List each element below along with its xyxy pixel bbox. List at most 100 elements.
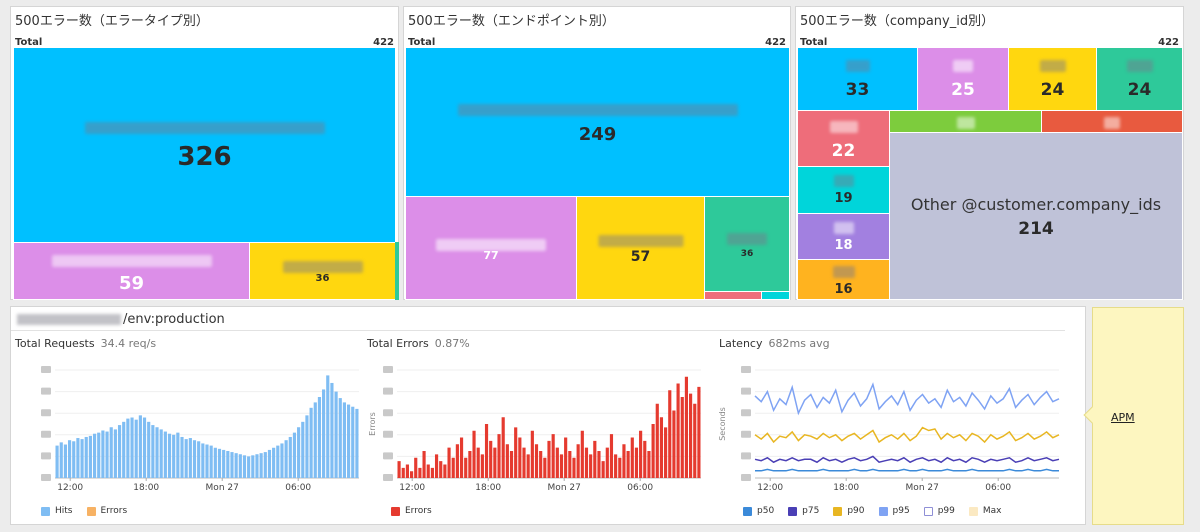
legend-item-max[interactable]: Max bbox=[968, 506, 1002, 516]
treemap-cell[interactable]: 22 bbox=[797, 110, 890, 167]
redacted-label bbox=[833, 175, 854, 187]
treemap-panel-error-type: 500エラー数（エラータイプ別） Total 422 326 59 36 bbox=[10, 6, 399, 300]
legend-item-errors[interactable]: Errors bbox=[391, 506, 432, 516]
legend-item-p99[interactable]: p99 bbox=[923, 506, 955, 516]
treemap-cell[interactable] bbox=[1041, 110, 1183, 133]
bar bbox=[322, 389, 326, 478]
bar bbox=[251, 455, 255, 478]
legend-label: Max bbox=[982, 506, 1002, 516]
bar bbox=[92, 433, 97, 478]
bar bbox=[255, 454, 259, 478]
treemap-cell[interactable]: 77 bbox=[405, 196, 577, 300]
bar bbox=[551, 434, 555, 478]
chart-title-text: Total Errors bbox=[367, 337, 429, 350]
treemap-cell[interactable]: 57 bbox=[576, 196, 705, 300]
redacted-label bbox=[1126, 60, 1153, 72]
treemap-title: 500エラー数（エラータイプ別） bbox=[15, 14, 209, 29]
bar bbox=[459, 437, 464, 478]
bar bbox=[589, 454, 593, 478]
redacted-label bbox=[84, 122, 325, 134]
x-tick-label: 12:00 bbox=[399, 483, 425, 492]
treemap-cell[interactable]: 33 bbox=[797, 47, 918, 111]
chart-title-latency: Latency 682ms avg bbox=[719, 337, 830, 350]
bar bbox=[401, 467, 405, 478]
bar bbox=[192, 440, 197, 478]
legend-swatch bbox=[743, 506, 752, 516]
bar bbox=[572, 457, 576, 478]
bar bbox=[672, 410, 676, 478]
requests-legend: Hits Errors bbox=[41, 506, 127, 516]
total-label: Total bbox=[15, 37, 43, 48]
treemap-cell[interactable]: 249 bbox=[405, 47, 790, 197]
treemap-cell[interactable]: 24 bbox=[1096, 47, 1183, 111]
treemap-cell[interactable] bbox=[704, 291, 762, 300]
bar bbox=[138, 415, 142, 478]
treemap-cell[interactable]: 25 bbox=[917, 47, 1009, 111]
legend-item-hits[interactable]: Hits bbox=[41, 506, 73, 516]
legend-item-p50[interactable]: p50 bbox=[743, 506, 774, 516]
bar bbox=[326, 375, 330, 478]
bar bbox=[501, 417, 505, 478]
bar bbox=[409, 471, 414, 478]
treemap-cell[interactable]: 36 bbox=[249, 242, 396, 300]
bar bbox=[464, 457, 468, 478]
chart-title-requests: Total Requests 34.4 req/s bbox=[15, 337, 156, 350]
bar bbox=[288, 436, 292, 478]
redacted-label bbox=[598, 235, 683, 247]
bar bbox=[484, 424, 489, 478]
chart-title-text: Total Requests bbox=[15, 337, 95, 350]
legend-label: p75 bbox=[802, 506, 820, 516]
legend-item-p95[interactable]: p95 bbox=[878, 506, 910, 516]
redacted-label bbox=[829, 121, 858, 133]
errors-bar-chart[interactable]: 12:00 18:00 Mon 27 06:00 Errors bbox=[367, 362, 707, 492]
treemap-cell[interactable]: 59 bbox=[13, 242, 250, 300]
requests-bar-chart[interactable]: 12:00 18:00 Mon 27 06:00 bbox=[25, 362, 365, 492]
legend-item-p90[interactable]: p90 bbox=[833, 506, 865, 516]
bar bbox=[88, 435, 92, 478]
treemap-cell[interactable]: 16 bbox=[797, 259, 890, 300]
x-tick-label: 12:00 bbox=[757, 483, 783, 492]
errors-legend: Errors bbox=[391, 506, 432, 516]
bar bbox=[330, 382, 334, 478]
treemap-cell[interactable]: 326 bbox=[13, 47, 396, 243]
legend-item-errors[interactable]: Errors bbox=[86, 506, 127, 516]
y-tick-label bbox=[741, 366, 751, 373]
treemap-cell[interactable] bbox=[761, 291, 790, 300]
x-tick-label: Mon 27 bbox=[906, 483, 939, 492]
bar bbox=[509, 451, 514, 478]
service-title: /env:production bbox=[17, 312, 225, 327]
treemap-cell[interactable]: 36 bbox=[704, 196, 790, 292]
bar bbox=[405, 464, 409, 478]
total-value: 422 bbox=[373, 37, 394, 48]
bar bbox=[172, 434, 176, 478]
x-tick-label: 18:00 bbox=[133, 483, 159, 492]
bar bbox=[80, 439, 84, 478]
treemap-cell[interactable] bbox=[395, 242, 399, 300]
bar bbox=[622, 444, 626, 478]
latency-line-chart[interactable]: 12:00 18:00 Mon 27 06:00 Seconds bbox=[717, 362, 1063, 492]
treemap-cell[interactable] bbox=[889, 110, 1042, 133]
treemap-cell-other[interactable]: Other @customer.company_ids 214 bbox=[889, 132, 1183, 300]
bar bbox=[480, 454, 484, 478]
chart-title-text: Latency bbox=[719, 337, 763, 350]
bar bbox=[305, 415, 309, 478]
apm-link[interactable]: APM bbox=[1111, 411, 1135, 424]
legend-swatch bbox=[878, 506, 888, 516]
bar bbox=[259, 453, 263, 478]
legend-item-p75[interactable]: p75 bbox=[788, 506, 819, 516]
chart-subtitle: 34.4 req/s bbox=[100, 337, 157, 350]
treemap-cell[interactable]: 19 bbox=[797, 166, 890, 214]
treemap-cell[interactable]: 24 bbox=[1008, 47, 1097, 111]
redacted-label bbox=[282, 261, 363, 273]
bar bbox=[605, 447, 609, 478]
y-tick-label bbox=[383, 366, 393, 373]
bar bbox=[634, 447, 639, 478]
bar bbox=[680, 397, 684, 478]
treemap-cell[interactable]: 18 bbox=[797, 213, 890, 260]
bar bbox=[439, 461, 443, 478]
bar bbox=[664, 427, 668, 478]
treemap-panel-endpoint: 500エラー数（エンドポイント別） Total 422 249 77 57 36 bbox=[403, 6, 791, 300]
total-value: 422 bbox=[765, 37, 786, 48]
y-tick-label bbox=[41, 366, 51, 373]
bar bbox=[476, 447, 480, 478]
